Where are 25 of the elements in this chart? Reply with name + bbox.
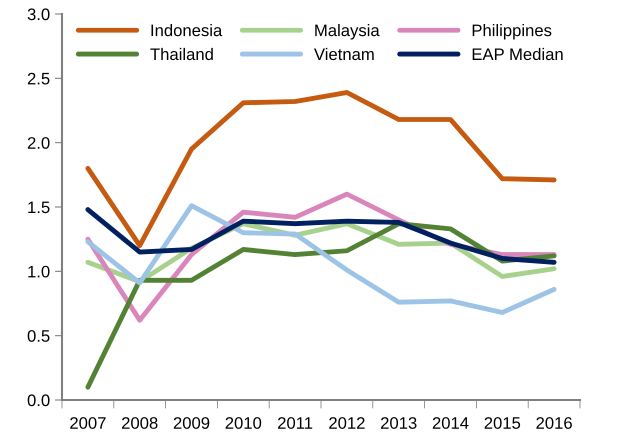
- x-tick-label: 2012: [329, 417, 365, 429]
- legend-label: Thailand: [150, 48, 213, 60]
- y-tick-label: 1.5: [28, 202, 50, 214]
- x-tick-label: 2009: [174, 417, 210, 429]
- legend-label: Malaysia: [315, 24, 380, 40]
- line-series: [85, 90, 557, 248]
- line-series: [85, 207, 557, 265]
- x-tick-label: 2010: [226, 417, 262, 429]
- legend-label: Vietnam: [314, 48, 374, 60]
- x-tick-label: 2016: [536, 417, 572, 429]
- y-tick-label: 0.0: [28, 394, 50, 406]
- x-tick-label: 2007: [70, 417, 106, 429]
- legend-label: Philippines: [472, 24, 552, 40]
- y-tick-label: 3.0: [28, 8, 50, 20]
- legend-label: EAP Median: [472, 48, 563, 60]
- legend-label: Indonesia: [152, 24, 222, 36]
- x-tick-label: 2011: [278, 417, 312, 429]
- x-tick-label: 2008: [122, 417, 158, 429]
- y-tick-label: 2.5: [28, 72, 50, 85]
- x-tick-label: 2014: [432, 417, 469, 429]
- y-tick-label: 0.5: [28, 330, 50, 342]
- x-tick-label: 2013: [381, 417, 417, 429]
- y-tick-label: 1.0: [28, 266, 50, 278]
- x-tick-label: 2015: [484, 417, 520, 429]
- y-tick-label: 2.0: [28, 137, 50, 149]
